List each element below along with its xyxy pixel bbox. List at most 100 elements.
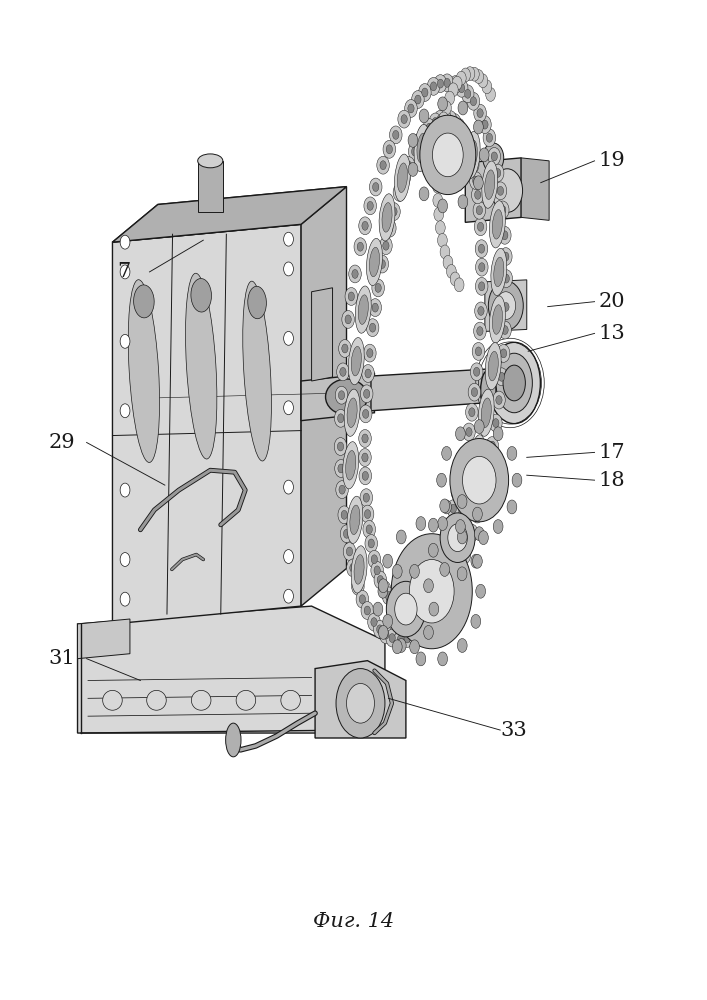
Circle shape xyxy=(476,485,489,503)
Circle shape xyxy=(434,75,447,93)
Ellipse shape xyxy=(491,248,507,296)
Circle shape xyxy=(404,634,410,643)
Circle shape xyxy=(483,143,503,173)
Circle shape xyxy=(350,563,356,572)
Ellipse shape xyxy=(464,131,480,179)
Circle shape xyxy=(362,471,368,480)
Circle shape xyxy=(479,116,491,134)
Circle shape xyxy=(391,534,472,649)
Circle shape xyxy=(464,89,471,98)
Circle shape xyxy=(449,76,462,94)
Circle shape xyxy=(461,68,470,82)
Circle shape xyxy=(338,464,344,473)
Circle shape xyxy=(359,467,372,485)
Circle shape xyxy=(340,367,346,376)
Circle shape xyxy=(345,288,358,305)
Ellipse shape xyxy=(198,154,223,168)
Circle shape xyxy=(378,625,388,639)
Circle shape xyxy=(120,553,130,566)
Circle shape xyxy=(411,585,424,603)
Circle shape xyxy=(371,618,377,627)
Circle shape xyxy=(386,629,399,647)
Circle shape xyxy=(373,602,383,616)
Circle shape xyxy=(479,282,485,291)
Circle shape xyxy=(467,92,480,110)
Circle shape xyxy=(378,579,388,593)
Ellipse shape xyxy=(488,351,498,381)
Circle shape xyxy=(498,226,511,244)
Circle shape xyxy=(406,591,418,609)
Ellipse shape xyxy=(146,690,166,710)
Circle shape xyxy=(488,147,501,165)
Ellipse shape xyxy=(481,370,496,410)
Circle shape xyxy=(385,591,392,600)
Circle shape xyxy=(458,470,464,479)
Circle shape xyxy=(406,161,411,170)
Circle shape xyxy=(360,489,373,507)
Circle shape xyxy=(421,130,428,138)
Circle shape xyxy=(395,593,417,625)
Circle shape xyxy=(481,464,493,482)
Circle shape xyxy=(378,581,391,599)
Circle shape xyxy=(341,510,347,519)
Ellipse shape xyxy=(489,201,506,248)
Ellipse shape xyxy=(417,133,427,163)
Circle shape xyxy=(346,559,359,577)
Ellipse shape xyxy=(354,555,364,584)
Circle shape xyxy=(450,504,457,513)
Circle shape xyxy=(362,221,368,230)
Ellipse shape xyxy=(347,398,357,427)
Circle shape xyxy=(438,109,451,127)
Circle shape xyxy=(484,468,490,477)
Circle shape xyxy=(433,546,445,564)
Circle shape xyxy=(409,560,454,623)
Circle shape xyxy=(380,161,386,170)
Circle shape xyxy=(416,578,429,596)
Circle shape xyxy=(404,100,417,117)
Circle shape xyxy=(418,125,431,143)
Ellipse shape xyxy=(492,210,503,239)
Circle shape xyxy=(440,597,447,606)
Circle shape xyxy=(358,217,371,235)
Circle shape xyxy=(440,245,450,259)
Ellipse shape xyxy=(492,305,503,334)
Circle shape xyxy=(433,133,463,177)
Circle shape xyxy=(442,519,454,537)
Circle shape xyxy=(445,91,455,105)
Circle shape xyxy=(369,299,382,317)
Circle shape xyxy=(390,594,403,612)
Ellipse shape xyxy=(191,279,211,312)
Circle shape xyxy=(469,408,475,417)
Ellipse shape xyxy=(382,203,392,232)
Circle shape xyxy=(476,584,486,598)
Circle shape xyxy=(348,292,354,301)
Circle shape xyxy=(343,543,356,560)
Circle shape xyxy=(444,111,457,129)
Circle shape xyxy=(426,617,433,626)
Circle shape xyxy=(426,123,433,132)
Circle shape xyxy=(493,419,499,428)
Circle shape xyxy=(404,598,410,607)
Circle shape xyxy=(372,303,378,312)
Circle shape xyxy=(497,186,503,195)
Circle shape xyxy=(450,439,508,522)
Circle shape xyxy=(465,524,478,542)
Circle shape xyxy=(478,306,484,315)
Circle shape xyxy=(493,391,506,409)
Circle shape xyxy=(457,71,466,85)
Circle shape xyxy=(496,396,502,405)
Circle shape xyxy=(345,315,351,324)
Circle shape xyxy=(475,240,488,258)
Circle shape xyxy=(445,524,451,533)
Ellipse shape xyxy=(134,285,154,318)
Circle shape xyxy=(382,554,392,568)
Text: 33: 33 xyxy=(501,721,527,740)
Circle shape xyxy=(452,118,458,127)
Circle shape xyxy=(380,237,392,255)
Circle shape xyxy=(362,365,374,382)
Circle shape xyxy=(354,238,367,256)
Circle shape xyxy=(367,349,373,358)
Circle shape xyxy=(334,460,347,477)
Circle shape xyxy=(392,640,402,654)
Ellipse shape xyxy=(192,690,211,710)
